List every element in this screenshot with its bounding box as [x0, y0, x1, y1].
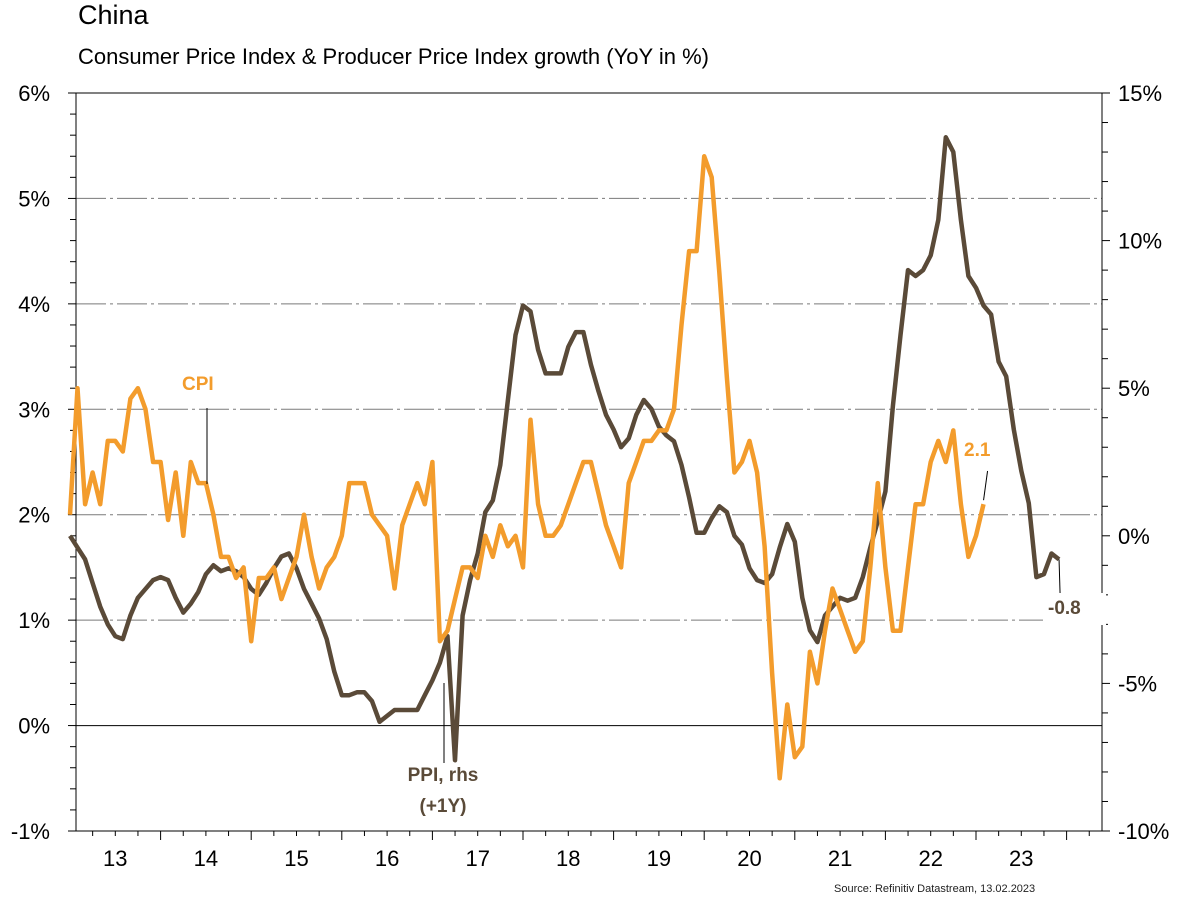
x-tick-label: 20: [737, 846, 761, 871]
ppi-last-leader: [1058, 559, 1061, 594]
y-right-tick-label: 10%: [1118, 229, 1162, 254]
y-right-tick-label: -5%: [1118, 671, 1157, 696]
y-left-tick-label: 3%: [18, 397, 50, 422]
y-left-tick-label: 2%: [18, 503, 50, 528]
ppi-line: [68, 135, 1061, 763]
y-right-tick-label: 0%: [1118, 524, 1150, 549]
y-left-tick-label: 4%: [18, 292, 50, 317]
x-tick-label: 16: [375, 846, 399, 871]
y-left-tick-label: 1%: [18, 608, 50, 633]
annotations: CPI PPI, rhs (+1Y) 2.1 -0.8: [182, 374, 1106, 817]
y-right-tick-label: -10%: [1118, 819, 1169, 844]
x-tick-label: 23: [1009, 846, 1033, 871]
y-left-tick-label: 6%: [18, 81, 50, 106]
x-tick-label: 17: [465, 846, 489, 871]
cpi-label: CPI: [182, 374, 214, 395]
chart-title: China: [78, 0, 149, 30]
x-tick-label: 14: [194, 846, 218, 871]
cpi-last-value: 2.1: [964, 440, 991, 461]
y-left-tick-label: 5%: [18, 186, 50, 211]
y-left-tick-label: -1%: [11, 819, 50, 844]
x-tick-label: 21: [828, 846, 852, 871]
x-tick-label: 15: [284, 846, 308, 871]
ppi-last-value: -0.8: [1048, 598, 1081, 619]
source-note: Source: Refinitiv Datastream, 13.02.2023: [834, 883, 1036, 895]
cpi-last-leader: [983, 470, 989, 501]
series-lines: [67, 135, 1061, 781]
y-right-tick-label: 15%: [1118, 81, 1162, 106]
x-tick-label: 19: [647, 846, 671, 871]
ppi-last-value-box: [1043, 593, 1106, 625]
ppi-shift-label: (+1Y): [420, 796, 467, 817]
y-left-tick-label: 0%: [18, 714, 50, 739]
ppi-label: PPI, rhs: [408, 765, 479, 786]
x-tick-label: 22: [918, 846, 942, 871]
axes: 6% 5% 4% 3% 2% 1% 0% -1% 15% 10% 5% 0% -5% -10% 13 14 15…: [11, 81, 1169, 871]
y-right-tick-label: 5%: [1118, 376, 1150, 401]
x-tick-label: 13: [103, 846, 127, 871]
cpi-line: [67, 154, 986, 781]
chart-subtitle: Consumer Price Index & Producer Price In…: [78, 44, 709, 69]
x-tick-label: 18: [556, 846, 580, 871]
